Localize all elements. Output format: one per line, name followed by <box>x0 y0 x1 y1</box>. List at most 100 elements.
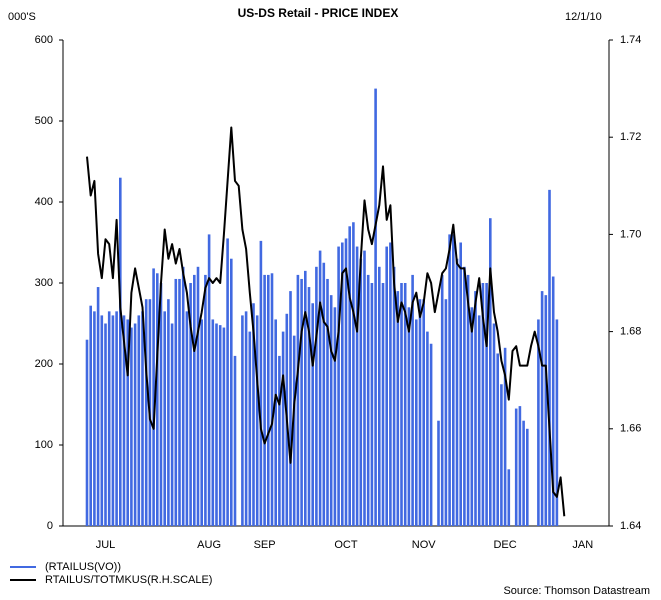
bar <box>137 315 141 526</box>
bar <box>167 299 170 526</box>
bar <box>93 311 96 526</box>
bar <box>196 266 200 526</box>
bar <box>526 428 529 526</box>
bar <box>455 258 459 526</box>
bar <box>400 283 403 526</box>
bar <box>551 276 555 526</box>
bar <box>426 331 429 526</box>
bar <box>126 319 129 526</box>
bar <box>207 234 211 526</box>
bar <box>133 323 137 526</box>
bar <box>407 307 411 526</box>
bar <box>292 335 296 526</box>
bar <box>130 327 133 526</box>
bar <box>396 291 400 526</box>
bar <box>248 331 252 526</box>
bar <box>352 222 355 526</box>
bar <box>333 307 337 526</box>
bar <box>477 315 481 526</box>
bar <box>370 283 374 526</box>
bar <box>389 242 392 526</box>
bar <box>544 295 548 526</box>
bar <box>100 315 104 526</box>
bar <box>281 331 285 526</box>
bar <box>307 287 311 526</box>
bar <box>344 238 348 526</box>
bar <box>470 307 474 526</box>
bar <box>422 299 425 526</box>
y-tick-label: 600 <box>35 34 53 46</box>
bar <box>500 384 503 526</box>
date-label: 12/1/10 <box>565 11 602 23</box>
bar <box>178 278 181 526</box>
bar <box>452 234 455 526</box>
y-tick-label: 100 <box>35 439 53 451</box>
bar <box>156 273 159 526</box>
bar <box>255 315 259 526</box>
bar <box>222 327 226 526</box>
bar <box>263 274 266 526</box>
bar <box>348 226 351 527</box>
bar <box>104 323 107 526</box>
bar <box>296 274 300 526</box>
bar <box>144 299 148 526</box>
line <box>86 126 566 517</box>
bar <box>481 283 485 526</box>
x-tick-label: OCT <box>334 539 358 551</box>
legend-label: RTAILUS/TOTMKUS(R.H.SCALE) <box>45 574 212 586</box>
bar <box>463 266 466 526</box>
bar <box>437 420 440 526</box>
bar <box>503 347 507 526</box>
bar <box>274 319 277 526</box>
bar <box>185 311 189 526</box>
source-note: Source: Thomson Datastream <box>503 585 650 597</box>
bar <box>411 274 414 526</box>
bar <box>440 274 444 526</box>
bar <box>259 240 263 526</box>
bar <box>89 305 92 526</box>
bar <box>385 246 388 527</box>
bar <box>211 319 215 526</box>
bar <box>540 291 544 526</box>
bar <box>289 291 292 526</box>
bar <box>218 325 222 526</box>
bar <box>122 315 126 526</box>
bar <box>170 323 174 526</box>
bar <box>311 303 314 526</box>
x-tick-label: JAN <box>572 539 593 551</box>
bar <box>115 311 118 526</box>
bar <box>181 266 185 526</box>
x-tick-label: JUL <box>96 539 116 551</box>
bar <box>215 323 218 526</box>
bar <box>415 319 418 526</box>
bar <box>326 278 329 526</box>
bar <box>366 274 370 526</box>
bar <box>492 323 496 526</box>
x-tick-label: AUG <box>197 539 221 551</box>
x-tick-label: DEC <box>493 539 516 551</box>
bar <box>85 339 89 526</box>
y2-tick-label: 1.74 <box>620 34 641 46</box>
bar <box>555 319 559 526</box>
bar <box>278 355 281 526</box>
bar <box>241 315 244 526</box>
y-tick-label: 0 <box>47 520 53 532</box>
bar <box>318 250 322 526</box>
bar <box>163 311 166 526</box>
y-tick-label: 400 <box>35 196 53 208</box>
bar <box>459 242 462 526</box>
bar <box>119 177 122 526</box>
y2-tick-label: 1.72 <box>620 131 641 143</box>
bar <box>204 274 207 526</box>
y2-tick-label: 1.70 <box>620 228 641 240</box>
bar <box>107 311 111 526</box>
bar <box>300 278 303 526</box>
bar <box>355 246 359 527</box>
bar <box>159 283 163 526</box>
x-tick-label: SEP <box>254 539 276 551</box>
bar <box>381 283 385 526</box>
bar <box>489 218 492 526</box>
y2-tick-label: 1.66 <box>620 423 641 435</box>
bar <box>429 343 433 526</box>
